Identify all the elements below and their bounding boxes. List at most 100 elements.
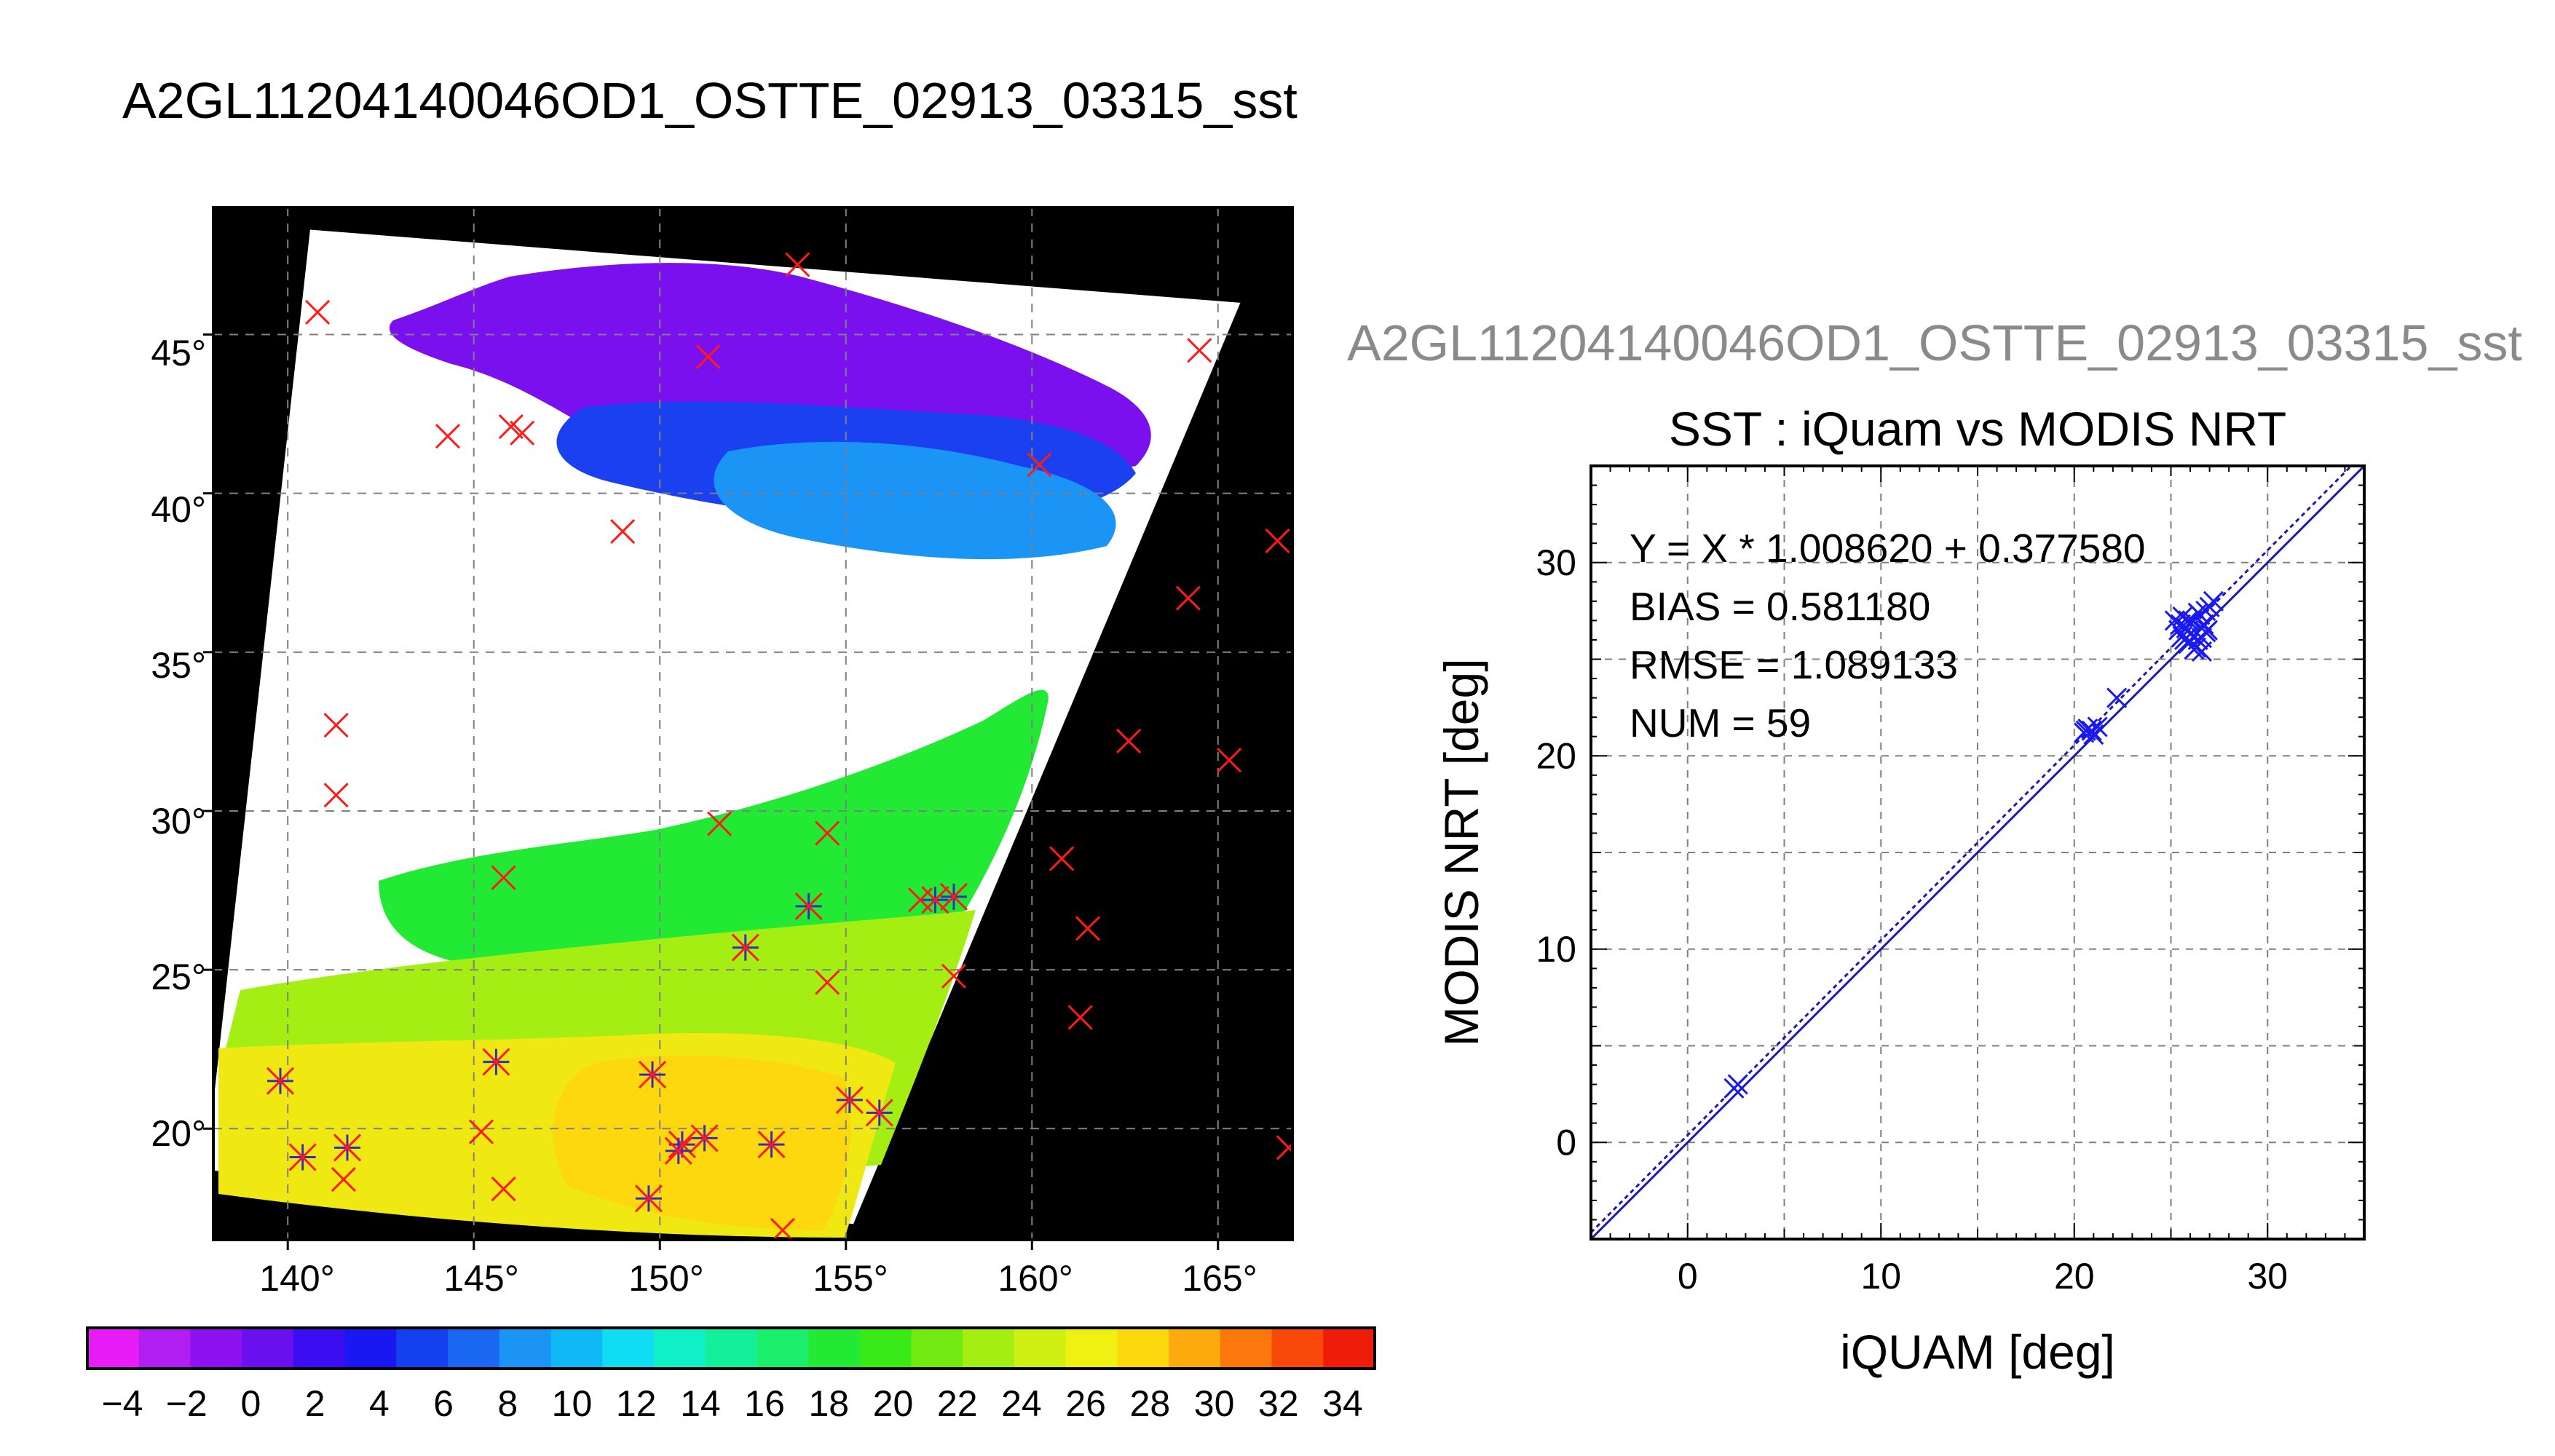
matched-buoy-marker xyxy=(690,1124,719,1152)
regression-line xyxy=(1591,466,2353,1234)
scatter-point xyxy=(2187,602,2208,623)
buoy-marker xyxy=(770,1217,795,1240)
x-tick-label: 30 xyxy=(2247,1256,2288,1297)
scatter-stats: Y = X * 1.008620 + 0.377580 BIAS = 0.581… xyxy=(1630,526,2146,745)
y-tick-label: 20 xyxy=(1536,735,1576,776)
sst-map: 45° 40° 35° 30° 25° 20° 140° 145° 150° 1… xyxy=(151,206,1294,1299)
stats-num: NUM = 59 xyxy=(1630,700,1811,745)
colorbar-cell xyxy=(448,1328,500,1369)
buoy-marker xyxy=(1067,1005,1093,1030)
buoy-marker xyxy=(815,970,840,995)
colorbar-cell xyxy=(1220,1328,1273,1369)
buoy-markers-unmatched xyxy=(305,252,1292,1240)
scatter-point xyxy=(2087,716,2108,737)
scatter-ticks xyxy=(1591,466,2364,1239)
buoy-marker xyxy=(1217,748,1242,773)
colorbar-cell xyxy=(87,1328,140,1369)
lat-tick-label: 45° xyxy=(151,333,206,373)
scatter-x-tick-labels: 0 10 20 30 xyxy=(1678,1256,2288,1297)
map-ticks xyxy=(203,333,1220,1250)
colorbar-cell xyxy=(808,1328,861,1369)
colorbar-cell xyxy=(1169,1328,1221,1369)
colorbar-cell xyxy=(911,1328,963,1369)
scatter-point xyxy=(1727,1074,1748,1095)
colorbar-cell xyxy=(705,1328,757,1369)
scatter-point xyxy=(2203,590,2224,612)
buoy-marker xyxy=(331,1167,356,1192)
y-tick-label: 10 xyxy=(1536,929,1576,970)
sst-patch-hot xyxy=(553,1055,851,1230)
scatter-gray-title: A2GL11204140046OD1_OSTTE_02913_03315_sst xyxy=(1347,314,2522,371)
lat-tick-label: 30° xyxy=(151,801,206,842)
matched-buoy-marker xyxy=(333,1133,362,1162)
colorbar-cell xyxy=(344,1328,397,1369)
colorbar-tick-label: 32 xyxy=(1258,1383,1299,1424)
colorbar-tick-label: 34 xyxy=(1322,1383,1363,1424)
colorbar-cells xyxy=(87,1328,1375,1369)
colorbar-tick-label: 14 xyxy=(680,1383,721,1424)
x-tick-label: 20 xyxy=(2054,1256,2095,1297)
buoy-marker xyxy=(323,783,349,808)
map-gridlines xyxy=(213,207,1292,1240)
lat-tick-label: 20° xyxy=(151,1113,206,1154)
matched-buoy-marker xyxy=(288,1143,317,1171)
colorbar-tick-label: 4 xyxy=(369,1383,390,1424)
scatter-y-tick-labels: 0 10 20 30 xyxy=(1536,542,1576,1163)
lon-tick-label: 160° xyxy=(998,1258,1073,1299)
map-frame xyxy=(212,206,1294,1241)
matched-buoy-marker xyxy=(865,1099,893,1127)
colorbar-cell xyxy=(138,1328,191,1369)
buoy-marker xyxy=(510,420,535,446)
buoy-marker xyxy=(1116,728,1142,754)
matched-buoy-marker xyxy=(757,1131,786,1159)
colorbar-tick-label: 0 xyxy=(241,1383,261,1424)
lon-tick-label: 140° xyxy=(259,1258,334,1299)
buoy-marker xyxy=(305,299,331,325)
buoy-marker xyxy=(695,344,721,370)
lat-tick-label: 25° xyxy=(151,957,206,997)
colorbar-tick-label: 20 xyxy=(873,1383,914,1424)
stats-rmse: RMSE = 1.089133 xyxy=(1630,642,1958,687)
colorbar-cell xyxy=(242,1328,294,1369)
page-title: A2GL11204140046OD1_OSTTE_02913_03315_sst xyxy=(122,72,1298,129)
lon-tick-label: 165° xyxy=(1182,1258,1257,1299)
colorbar-tick-label: 8 xyxy=(497,1383,518,1424)
matched-buoy-marker xyxy=(266,1067,295,1095)
colorbar-cell xyxy=(1117,1328,1169,1369)
x-axis-label: iQUAM [deg] xyxy=(1840,1325,2115,1379)
colorbar-tick-label: 24 xyxy=(1001,1383,1042,1424)
sst-patch-transition xyxy=(714,441,1116,560)
sst-patches xyxy=(218,263,1151,1238)
colorbar-cell xyxy=(963,1328,1015,1369)
buoy-marker xyxy=(491,1176,516,1202)
colorbar-cell xyxy=(499,1328,551,1369)
scatter-point xyxy=(2075,720,2096,741)
scatter-point xyxy=(2199,596,2220,617)
scatter-title: SST : iQuam vs MODIS NRT xyxy=(1669,402,2286,456)
colorbar-frame xyxy=(86,1326,1376,1370)
lat-tick-label: 40° xyxy=(151,489,206,530)
colorbar-tick-label: 2 xyxy=(305,1383,325,1424)
stats-regression: Y = X * 1.008620 + 0.377580 xyxy=(1630,526,2146,571)
colorbar-cell xyxy=(550,1328,603,1369)
scatter-point xyxy=(2172,625,2193,646)
y-axis-label: MODIS NRT [deg] xyxy=(1434,658,1488,1046)
buoy-marker xyxy=(323,713,349,738)
buoy-marker xyxy=(1175,585,1201,611)
lon-tick-label: 155° xyxy=(813,1258,888,1299)
buoy-markers-matched xyxy=(266,882,968,1213)
colorbar-tick-label: 28 xyxy=(1130,1383,1171,1424)
y-tick-label: 0 xyxy=(1556,1122,1576,1163)
scatter-gridlines xyxy=(1591,466,2364,1239)
buoy-marker xyxy=(1187,338,1212,363)
scatter-point xyxy=(2106,687,2128,708)
colorbar: −4 −2 0 2 4 6 8 10 12 14 16 18 20 22 24 26 28 30 32 34 xyxy=(86,1326,1376,1424)
buoy-marker xyxy=(498,414,524,440)
buoy-marker xyxy=(1075,916,1100,941)
colorbar-tick-label: −4 xyxy=(101,1383,143,1424)
colorbar-cell xyxy=(293,1328,346,1369)
buoy-marker xyxy=(491,865,516,890)
colorbar-cell xyxy=(757,1328,809,1369)
scatter-points xyxy=(1723,590,2224,1099)
